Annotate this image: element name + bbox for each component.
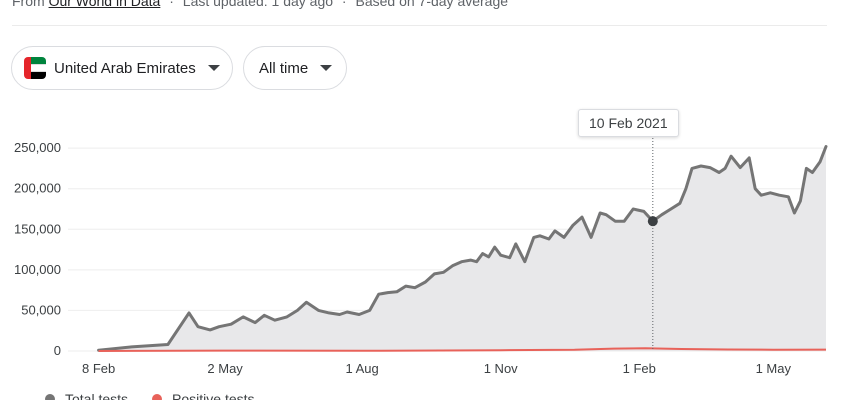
legend-item-positive-tests[interactable]: Positive tests <box>152 391 255 400</box>
hover-point <box>647 216 658 227</box>
x-tick-label: 1 Aug <box>346 361 379 376</box>
last-updated-text: Last updated: 1 day ago <box>182 0 334 9</box>
chart-legend: Total tests Positive tests <box>45 391 255 400</box>
legend-dot-positive-tests <box>152 394 163 400</box>
uae-flag-icon <box>24 57 46 79</box>
total-tests-area <box>98 146 827 351</box>
x-tick-label: 1 May <box>756 361 792 376</box>
time-range-selector[interactable]: All time <box>243 46 347 90</box>
source-separator: · <box>341 0 347 9</box>
dropdown-arrow-icon <box>320 65 333 71</box>
y-tick-label: 0 <box>54 343 61 358</box>
source-prefix: From <box>12 0 45 9</box>
source-separator: · <box>169 0 174 9</box>
x-tick-label: 8 Feb <box>82 361 115 376</box>
y-tick-label: 250,000 <box>14 140 61 155</box>
x-tick-label: 1 Feb <box>623 361 656 376</box>
tooltip-date: 10 Feb 2021 <box>589 115 668 131</box>
legend-item-total-tests[interactable]: Total tests <box>45 391 128 400</box>
positive-tests-line <box>98 347 827 352</box>
total-tests-line <box>97 145 828 352</box>
legend-label-total-tests: Total tests <box>65 391 129 400</box>
dropdown-arrow-icon <box>207 65 220 71</box>
y-tick-label: 200,000 <box>14 181 61 196</box>
x-tick-label: 2 May <box>207 361 243 376</box>
legend-dot-total-tests <box>45 394 55 400</box>
y-tick-label: 150,000 <box>14 221 61 236</box>
country-selector[interactable]: United Arab Emirates <box>11 46 233 90</box>
x-tick-label: 1 Nov <box>484 361 518 376</box>
country-selector-label: United Arab Emirates <box>54 59 196 77</box>
legend-label-positive-tests: Positive tests <box>172 391 255 400</box>
y-tick-label: 100,000 <box>14 262 61 277</box>
y-tick-label: 50,000 <box>21 302 61 317</box>
time-range-label: All time <box>259 59 309 77</box>
header-divider <box>12 25 827 26</box>
source-line: From Our World in Data · Last updated: 1… <box>12 0 508 9</box>
source-link[interactable]: Our World in Data <box>48 0 161 9</box>
average-note-text: Based on 7-day average <box>355 0 509 9</box>
hover-tooltip: 10 Feb 2021 <box>578 109 679 137</box>
